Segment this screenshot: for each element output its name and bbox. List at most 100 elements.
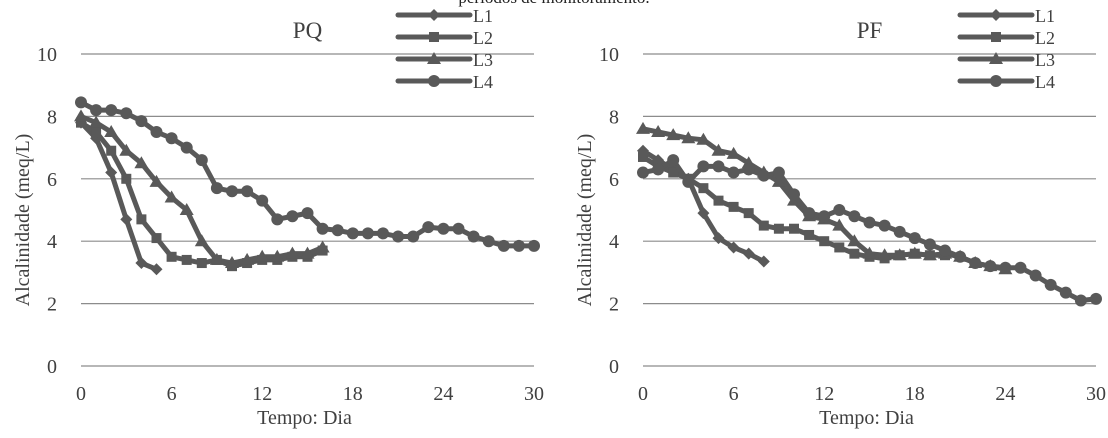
legend-label: L2 — [1035, 28, 1055, 48]
y-tick-label: 10 — [599, 44, 619, 66]
legend-entry-l2: L2 — [395, 28, 493, 48]
data-point — [119, 143, 134, 156]
x-axis-label: Tempo: Dia — [257, 407, 352, 429]
data-point — [757, 255, 770, 268]
data-point — [923, 238, 936, 251]
data-point — [180, 141, 193, 154]
data-point — [742, 247, 755, 260]
data-point — [651, 125, 666, 137]
legend-entry-l3: L3 — [395, 50, 493, 70]
data-point — [497, 239, 510, 252]
data-point — [285, 246, 300, 259]
x-tick-label: 18 — [343, 383, 363, 405]
data-point — [225, 256, 239, 269]
data-point — [1090, 292, 1102, 305]
data-point — [922, 248, 937, 261]
data-point — [819, 236, 830, 247]
data-point — [121, 173, 132, 184]
y-axis-label: Alcalinidade (meq/L) — [574, 134, 596, 307]
data-point — [772, 166, 785, 179]
data-point — [877, 248, 892, 261]
data-point — [256, 194, 269, 207]
data-point — [773, 223, 784, 234]
data-point — [667, 154, 680, 167]
data-point — [939, 244, 951, 257]
data-point — [134, 156, 149, 169]
data-point — [999, 261, 1012, 274]
data-point — [682, 175, 695, 188]
y-tick-label: 0 — [609, 356, 619, 378]
data-point — [757, 169, 770, 182]
data-point — [1074, 294, 1087, 307]
data-point — [120, 213, 133, 226]
data-point — [512, 239, 525, 252]
data-point — [847, 234, 862, 247]
data-point — [422, 221, 435, 234]
data-point — [196, 258, 207, 269]
data-point — [89, 115, 104, 128]
data-point — [135, 115, 148, 128]
data-point — [135, 257, 148, 270]
legend-entry-l4: L4 — [957, 72, 1055, 92]
legend-entry-l4: L4 — [395, 72, 493, 92]
legend-marker — [428, 75, 440, 87]
series-l2 — [638, 151, 950, 264]
data-point — [286, 210, 299, 223]
legend-label: L1 — [473, 6, 493, 26]
legend-entry-l2: L2 — [957, 28, 1055, 48]
data-point — [636, 121, 650, 134]
legend-label: L3 — [1035, 50, 1055, 70]
x-tick-label: 12 — [814, 383, 834, 405]
legend-entry-l1: L1 — [957, 6, 1055, 26]
x-tick-label: 0 — [638, 383, 648, 405]
data-point — [150, 263, 163, 276]
y-tick-label: 6 — [47, 169, 57, 191]
data-point — [727, 166, 740, 179]
x-tick-label: 30 — [524, 383, 544, 405]
x-tick-label: 12 — [252, 383, 272, 405]
data-point — [181, 254, 192, 265]
data-point — [804, 229, 815, 240]
legend-marker — [991, 32, 1001, 42]
data-point — [106, 145, 117, 156]
data-point — [698, 183, 709, 194]
y-tick-label: 4 — [47, 231, 57, 253]
data-point — [361, 227, 374, 240]
data-point — [74, 109, 88, 122]
data-point — [301, 207, 314, 220]
data-point — [210, 182, 223, 195]
data-point — [120, 107, 133, 120]
x-axis-label: Tempo: Dia — [819, 407, 914, 429]
data-point — [789, 223, 799, 234]
x-tick-label: 24 — [433, 383, 453, 405]
data-point — [105, 104, 118, 117]
y-tick-label: 8 — [47, 106, 57, 128]
data-point — [240, 252, 255, 265]
data-point — [681, 131, 696, 144]
data-point — [331, 224, 344, 237]
data-point — [467, 230, 480, 243]
data-point — [637, 166, 649, 179]
data-point — [726, 146, 741, 159]
data-point — [878, 219, 891, 232]
data-point — [984, 260, 997, 273]
y-tick-label: 4 — [609, 231, 619, 253]
data-point — [528, 239, 540, 252]
data-point — [893, 225, 906, 238]
data-point — [743, 208, 754, 219]
legend-label: L3 — [473, 50, 493, 70]
data-point — [711, 143, 726, 156]
data-point — [104, 125, 119, 137]
legend-label: L2 — [473, 28, 493, 48]
data-point — [136, 214, 147, 225]
data-point — [668, 167, 679, 178]
x-tick-label: 0 — [76, 383, 86, 405]
data-point — [862, 246, 877, 259]
legend-marker — [428, 9, 440, 21]
data-point — [346, 227, 359, 240]
data-point — [105, 166, 118, 179]
y-tick-label: 2 — [609, 294, 619, 316]
data-point — [1059, 286, 1072, 299]
